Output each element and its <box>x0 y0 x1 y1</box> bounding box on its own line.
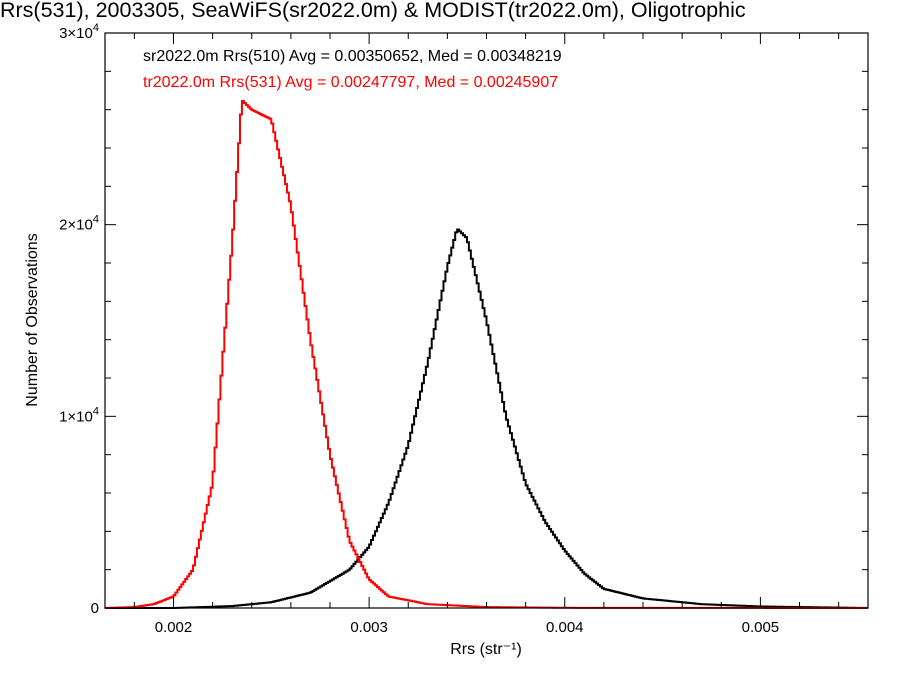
chart-title: Rrs(531), 2003305, SeaWiFS(sr2022.0m) & … <box>0 0 746 22</box>
x-tick-label: 0.004 <box>546 619 584 636</box>
y-tick-label: 1×104 <box>59 405 99 425</box>
series-0-line <box>105 228 868 609</box>
y-tick-label: 3×104 <box>59 22 99 42</box>
x-axis: 0.002 0.003 0.004 0.005 <box>133 33 840 636</box>
x-axis-title: Rrs (str⁻¹) <box>450 641 522 658</box>
annotations: sr2022.0m Rrs(510) Avg = 0.00350652, Med… <box>143 48 562 91</box>
y-tick-label: 2×104 <box>59 214 99 234</box>
y-tick-label: 0 <box>91 600 99 617</box>
annotation-0: sr2022.0m Rrs(510) Avg = 0.00350652, Med… <box>143 48 562 65</box>
series-1-line <box>105 100 868 609</box>
series-layer <box>105 100 868 609</box>
x-tick-label: 0.003 <box>350 619 388 636</box>
y-axis-title: Number of Observations <box>24 233 41 406</box>
x-tick-label: 0.005 <box>742 619 780 636</box>
annotation-1: tr2022.0m Rrs(531) Avg = 0.00247797, Med… <box>143 74 558 91</box>
y-axis: 0 1×104 2×104 3×104 <box>59 22 868 617</box>
x-tick-label: 0.002 <box>155 619 193 636</box>
